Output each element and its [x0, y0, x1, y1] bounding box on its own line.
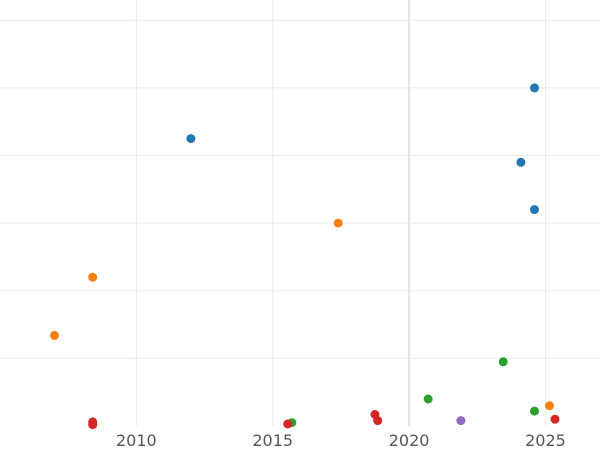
data-points [50, 83, 560, 430]
data-point [550, 414, 560, 424]
x-axis-ticks: 2010 2015 2020 2025 [116, 431, 566, 450]
data-point [88, 272, 98, 282]
data-point [530, 406, 539, 416]
data-point [50, 330, 59, 340]
data-point [456, 416, 466, 426]
data-point [333, 218, 343, 228]
data-point [186, 134, 196, 144]
x-tick-label: 2010 [116, 431, 157, 450]
data-point [530, 205, 539, 215]
data-point [283, 419, 293, 429]
data-point [423, 394, 433, 404]
data-point [498, 357, 508, 367]
x-tick-label: 2020 [389, 431, 430, 450]
data-point [530, 83, 539, 93]
data-point [516, 157, 526, 167]
data-point [373, 416, 383, 426]
data-point [88, 420, 98, 430]
data-point [545, 401, 554, 411]
grid [0, 0, 600, 426]
x-tick-label: 2025 [525, 431, 566, 450]
x-tick-label: 2015 [252, 431, 293, 450]
